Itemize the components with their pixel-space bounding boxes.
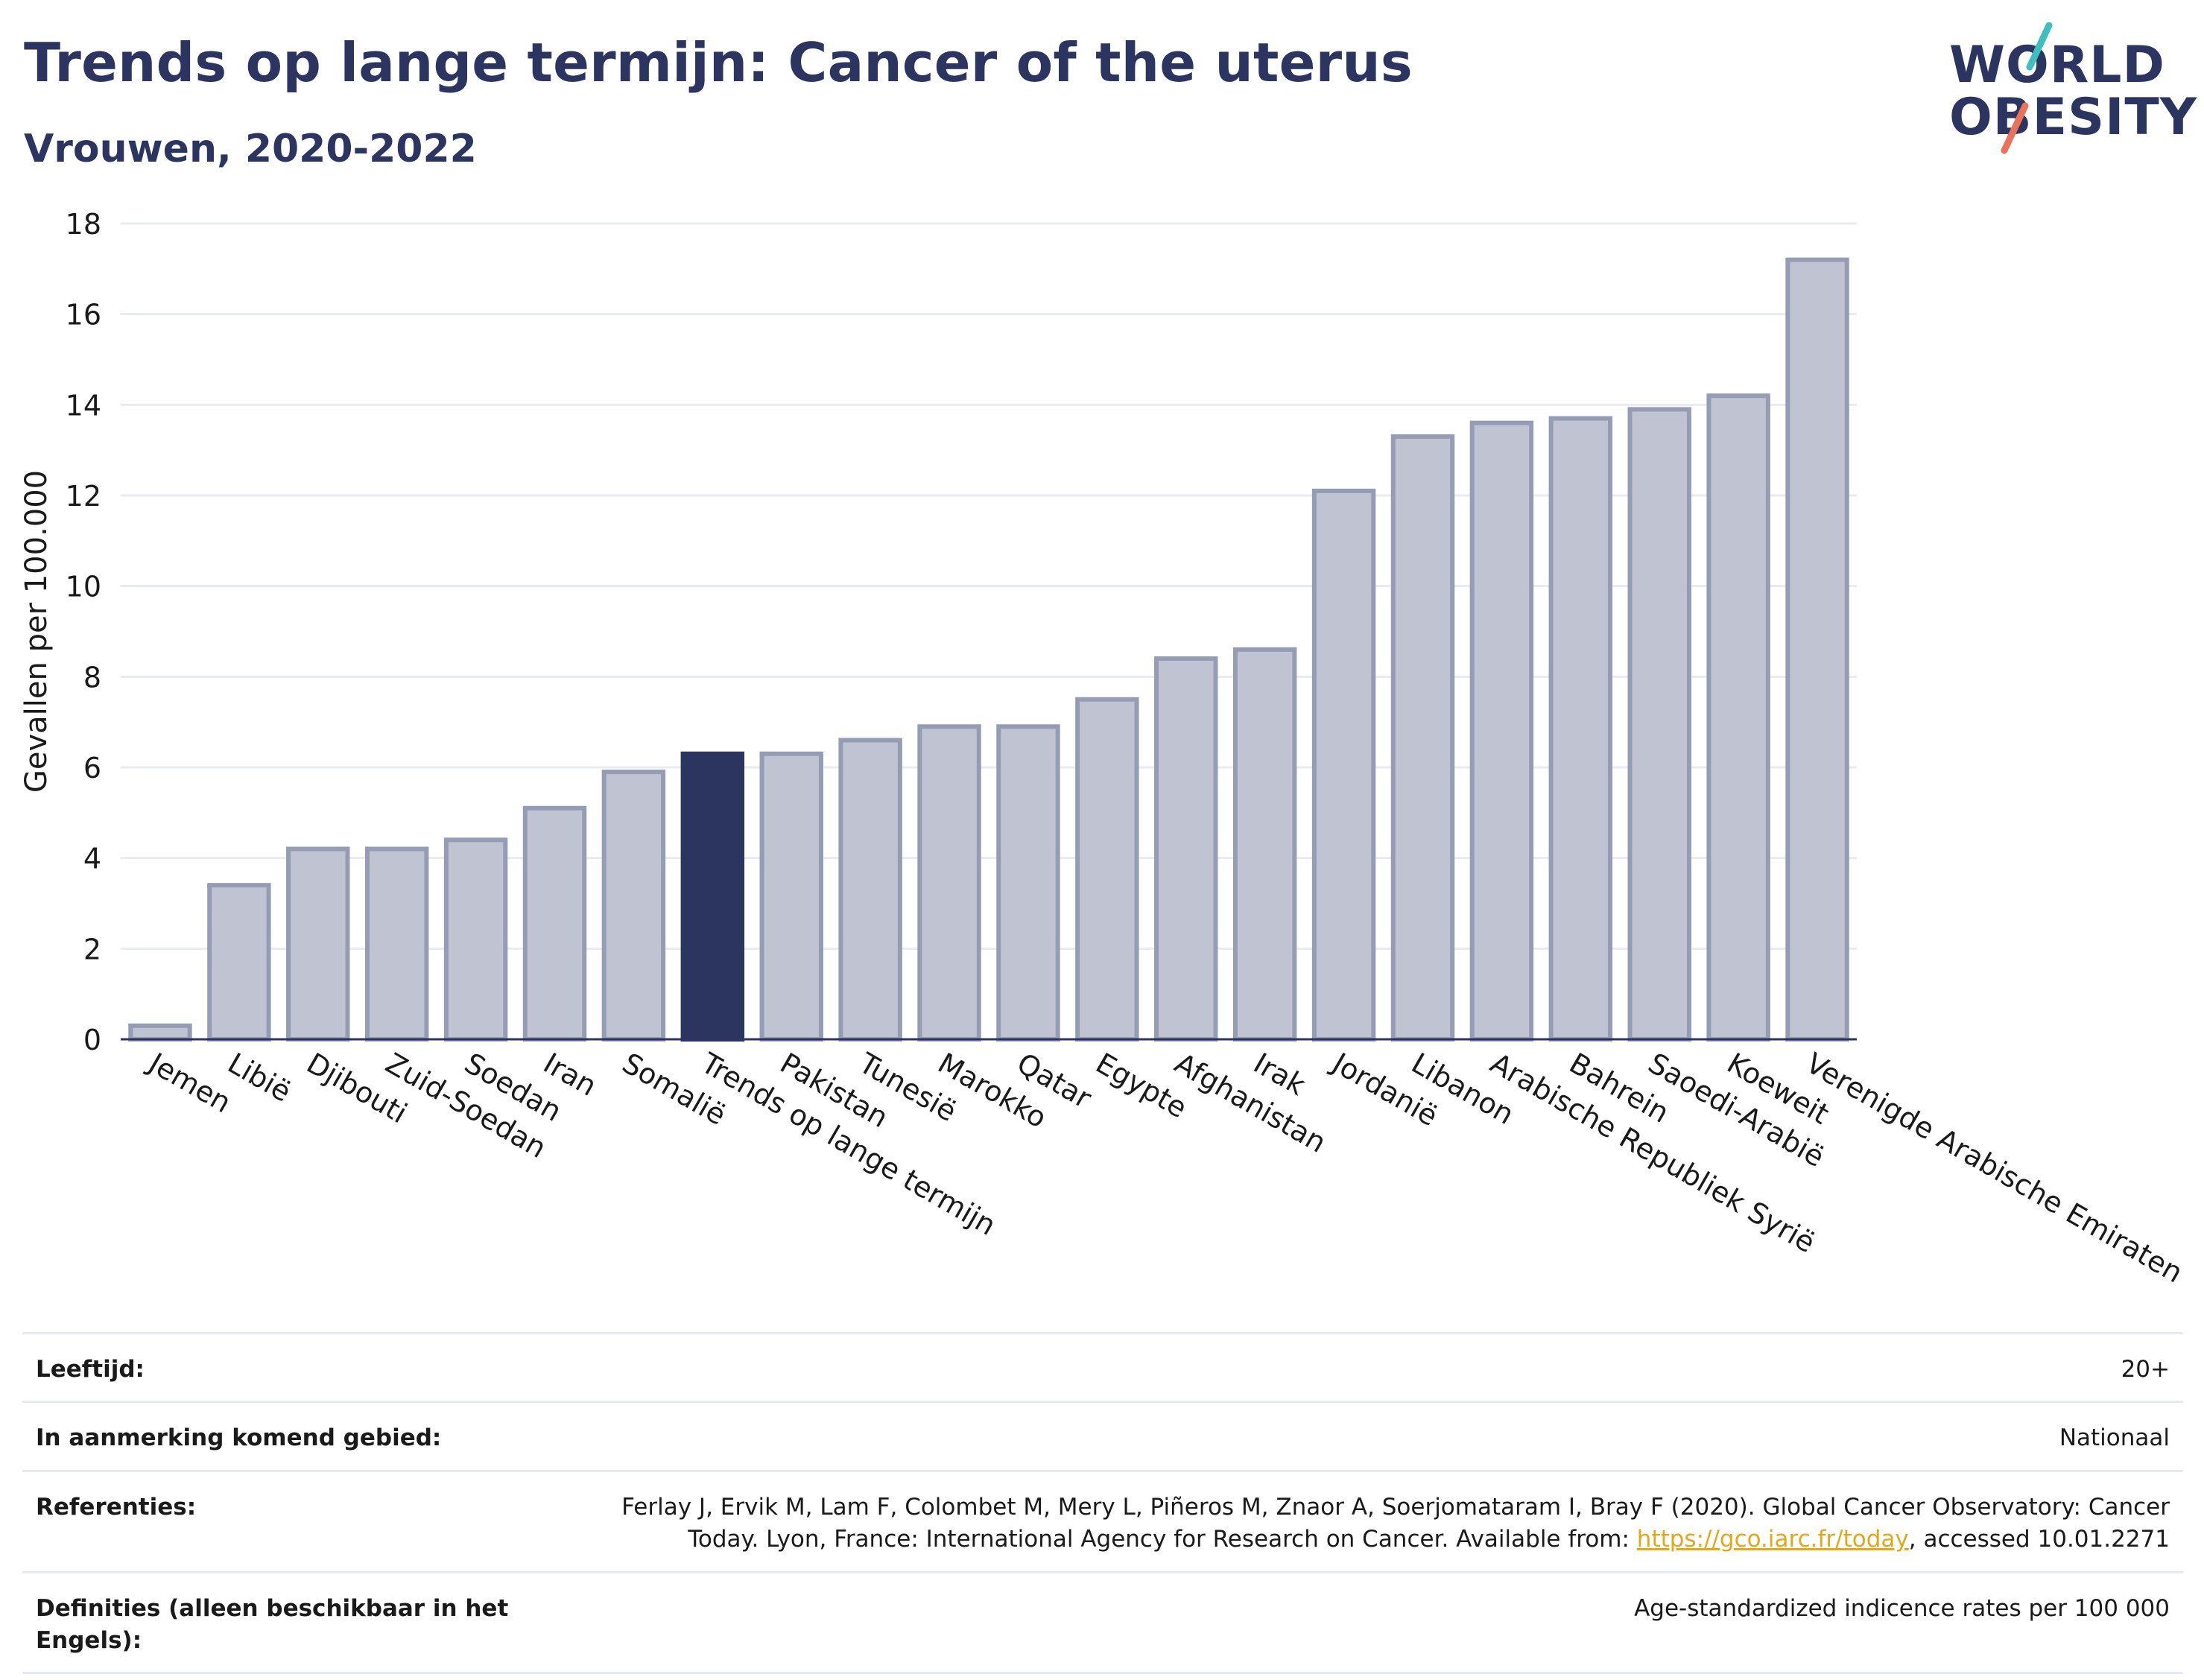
meta-row-references: Referenties: Ferlay J, Ervik M, Lam F, C…	[22, 1469, 2183, 1571]
bar	[996, 724, 1060, 1042]
references-value: Ferlay J, Ervik M, Lam F, Colombet M, Me…	[568, 1492, 2170, 1556]
logo-line-2: OBESITY	[1949, 88, 2197, 147]
y-tick-label: 2	[83, 933, 101, 966]
bar	[286, 846, 350, 1042]
bar	[1706, 393, 1770, 1042]
age-label: Leeftijd:	[36, 1356, 145, 1383]
x-tick-label: Egypte	[1090, 1047, 1192, 1125]
x-tick-label: Verenigde Arabische Emiraten	[1801, 1047, 2188, 1290]
bar	[1390, 434, 1455, 1042]
y-tick-label: 4	[83, 843, 101, 875]
bar	[364, 846, 429, 1042]
chart-subtitle: Vrouwen, 2020-2022	[24, 127, 477, 171]
bars	[128, 257, 1849, 1042]
world-obesity-logo: WORLD OBESITY	[1937, 22, 2197, 156]
bar	[1548, 416, 1613, 1042]
y-axis-label: Gevallen per 100.000	[19, 470, 54, 793]
meta-row-area: In aanmerking komend gebied: Nationaal	[22, 1401, 2183, 1469]
x-tick-label: Jemen	[142, 1046, 237, 1120]
bar	[838, 738, 902, 1042]
meta-row-age: Leeftijd: 20+	[22, 1332, 2183, 1401]
chart-title: Trends op lange termijn: Cancer of the u…	[24, 31, 1413, 94]
bar	[759, 751, 823, 1042]
y-tick-label: 8	[83, 661, 101, 694]
metadata-table: Leeftijd: 20+ In aanmerking komend gebie…	[22, 1332, 2183, 1675]
definitions-label: Definities (alleen beschikbaar in het En…	[36, 1594, 509, 1654]
y-tick-label: 6	[83, 752, 101, 784]
bar	[1232, 647, 1297, 1042]
bar	[1469, 420, 1534, 1042]
y-tick-label: 14	[66, 389, 101, 422]
y-tick-label: 10	[66, 571, 101, 603]
references-text: Ferlay J, Ervik M, Lam F, Colombet M, Me…	[621, 1493, 2170, 1553]
references-accessed: , accessed 10.01.2271	[1908, 1526, 2170, 1553]
logo-slash-icon	[2001, 22, 2053, 154]
definitions-value: Age-standardized indicence rates per 100…	[1634, 1594, 2170, 1622]
bar	[443, 837, 508, 1042]
y-tick-label: 12	[66, 480, 101, 513]
bar	[522, 805, 587, 1042]
x-tick-label: Libië	[222, 1047, 297, 1109]
bar	[1311, 488, 1376, 1042]
y-tick-label: 18	[66, 208, 101, 241]
bar	[1075, 697, 1139, 1042]
bar	[1627, 407, 1691, 1042]
y-tick-labels: 0 2 4 6 8 10 12 14 16 18	[66, 208, 101, 1056]
bar	[207, 883, 271, 1042]
bar	[128, 1023, 192, 1042]
bar	[601, 770, 666, 1042]
y-tick-label: 16	[66, 299, 101, 332]
references-label: Referenties:	[36, 1493, 197, 1521]
references-link[interactable]: https://gco.iarc.fr/today	[1636, 1526, 1909, 1553]
area-label: In aanmerking komend gebied:	[36, 1424, 442, 1452]
age-value: 20+	[2121, 1356, 2170, 1383]
area-value: Nationaal	[2059, 1424, 2170, 1452]
y-tick-label: 0	[83, 1024, 101, 1056]
meta-row-definitions: Definities (alleen beschikbaar in het En…	[22, 1570, 2183, 1675]
bar	[1154, 656, 1218, 1042]
bar	[1785, 257, 1849, 1042]
logo-line-1: WORLD	[1949, 36, 2165, 95]
x-tick-label: Afghanistan	[1169, 1047, 1331, 1159]
bar	[917, 724, 981, 1042]
bar-highlighted	[680, 751, 745, 1042]
